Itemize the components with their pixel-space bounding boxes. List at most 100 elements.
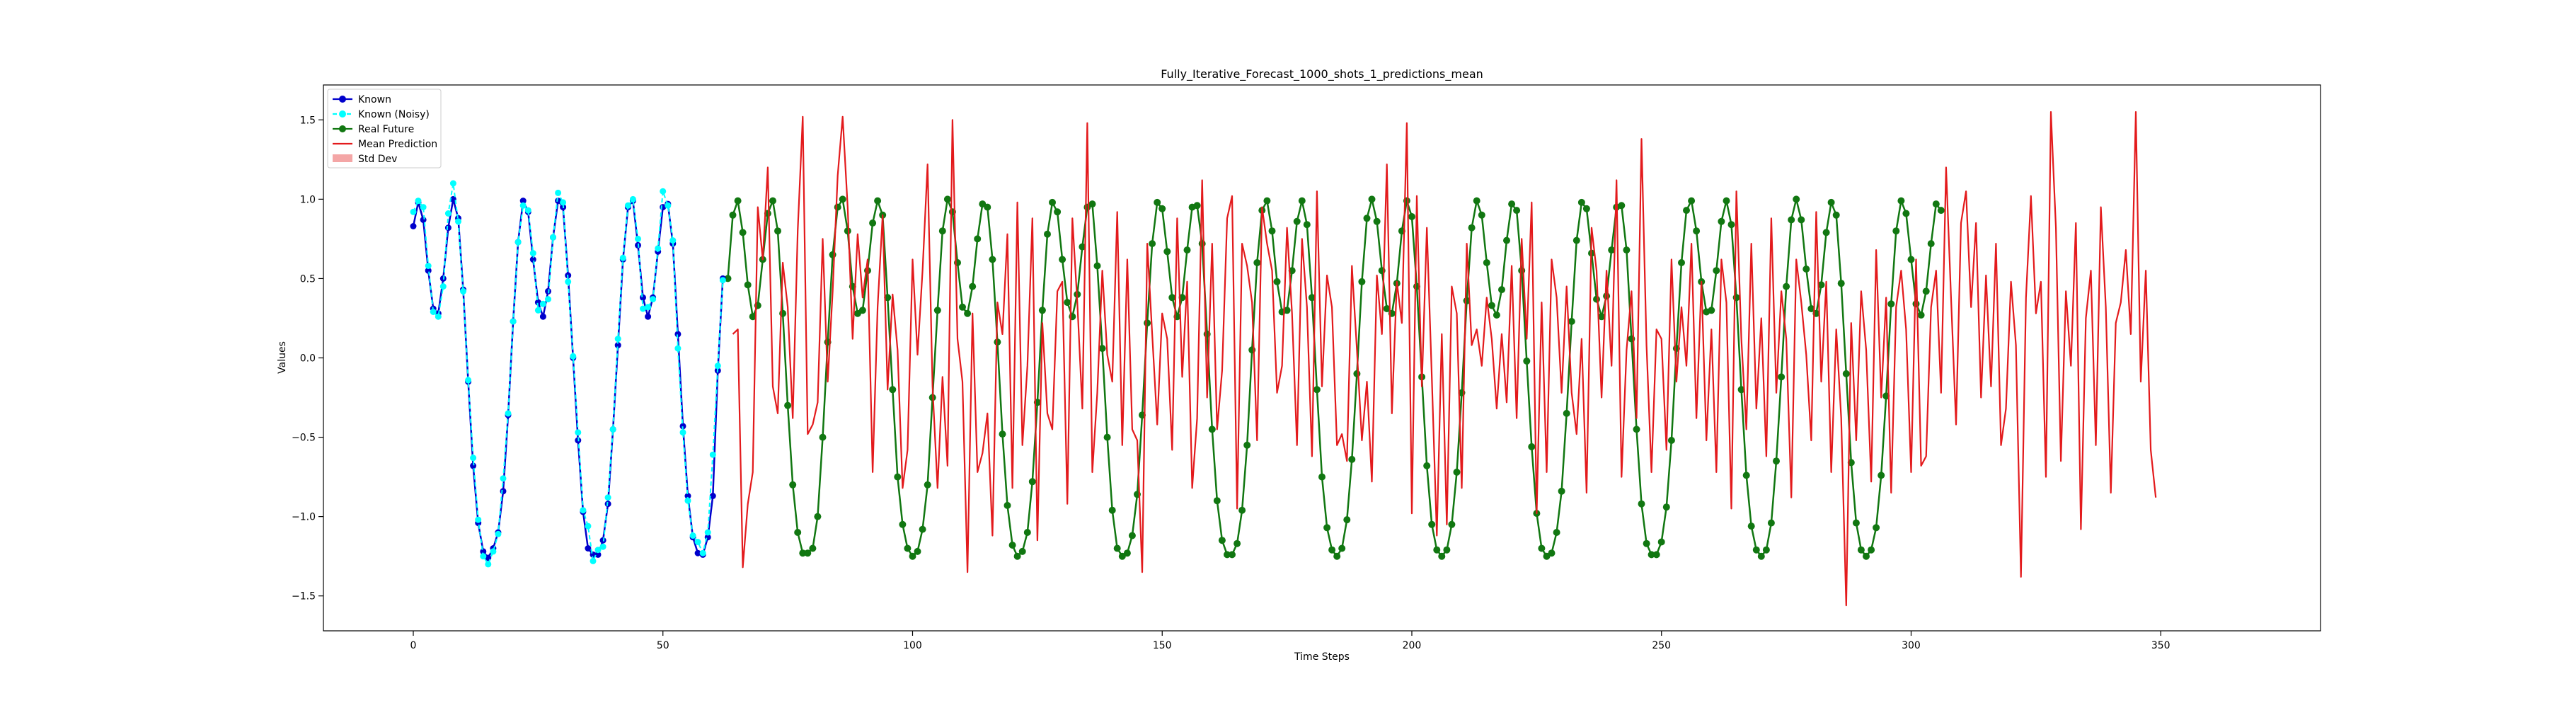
data-point-real-future-155	[1498, 286, 1505, 294]
data-point-known-noisy-39	[604, 494, 611, 501]
data-point-real-future-79	[1118, 552, 1126, 560]
legend-label-std-dev: Std Dev	[358, 154, 397, 165]
data-point-real-future-118	[1313, 386, 1321, 394]
data-point-known-29	[555, 198, 562, 205]
data-point-real-future-112	[1283, 307, 1291, 314]
data-point-real-future-49	[969, 282, 977, 290]
data-point-real-future-132	[1383, 305, 1391, 312]
legend-label-known: Known	[358, 94, 391, 105]
data-point-known-noisy-61	[714, 362, 721, 370]
data-point-known-55	[684, 493, 691, 499]
y-tick-label-1: −1.0	[292, 512, 316, 523]
data-point-real-future-32	[884, 294, 892, 302]
x-tick-label-0: 0	[410, 640, 417, 651]
data-point-real-future-238	[1912, 300, 1920, 308]
data-point-known-noisy-19	[505, 410, 512, 417]
data-point-real-future-40	[924, 481, 931, 489]
data-point-known-noisy-23	[524, 207, 531, 214]
data-point-real-future-149	[1468, 224, 1476, 232]
data-point-real-future-170	[1572, 236, 1580, 244]
data-point-real-future-61	[1028, 478, 1036, 486]
y-axis-ticks: −1.5 −1.0 −0.5 0.0 0.5 1.0 1.5	[292, 115, 323, 603]
data-point-real-future-58	[1013, 552, 1021, 560]
data-point-real-future-222	[1832, 211, 1840, 219]
data-point-known-noisy-10	[460, 287, 466, 295]
data-point-real-future-142	[1433, 546, 1441, 554]
legend-marker-known	[339, 96, 346, 103]
data-point-known-noisy-51	[665, 202, 672, 209]
data-point-real-future-57	[1008, 542, 1016, 549]
data-point-real-future-158	[1513, 207, 1521, 215]
data-point-real-future-129	[1368, 195, 1376, 203]
data-point-real-future-71	[1079, 243, 1086, 251]
data-point-known-noisy-42	[619, 254, 626, 261]
data-point-real-future-229	[1868, 546, 1875, 554]
data-point-known-noisy-18	[500, 475, 507, 482]
data-point-real-future-43	[938, 227, 946, 235]
data-point-real-future-117	[1308, 294, 1316, 302]
data-point-real-future-243	[1937, 207, 1945, 215]
data-point-real-future-12	[784, 401, 792, 409]
data-point-real-future-23	[839, 195, 846, 203]
legend-marker-real-future	[339, 125, 346, 132]
data-point-real-future-172	[1582, 205, 1590, 212]
data-point-real-future-125	[1348, 455, 1356, 463]
data-point-real-future-194	[1693, 227, 1701, 235]
y-tick-label-4: 0.5	[300, 273, 316, 285]
x-tick-label-6: 300	[1902, 640, 1921, 651]
data-point-known-noisy-55	[684, 497, 691, 504]
data-point-real-future-35	[899, 520, 907, 528]
data-point-real-future-75	[1098, 345, 1106, 353]
data-point-real-future-242	[1932, 200, 1940, 208]
data-point-known-noisy-48	[650, 296, 657, 303]
data-point-real-future-185	[1648, 551, 1655, 559]
data-point-real-future-223	[1837, 280, 1845, 287]
data-point-known-57	[694, 549, 701, 556]
data-point-real-future-144	[1443, 546, 1451, 554]
data-point-known-noisy-6	[439, 283, 447, 290]
data-point-real-future-211	[1778, 373, 1786, 381]
data-point-known-noisy-60	[709, 451, 716, 458]
data-point-real-future-126	[1353, 370, 1361, 377]
data-point-real-future-130	[1373, 217, 1381, 225]
data-point-real-future-198	[1713, 267, 1720, 275]
data-point-known-noisy-2	[420, 204, 427, 211]
data-point-real-future-206	[1752, 546, 1760, 554]
data-point-real-future-237	[1907, 256, 1915, 263]
data-point-real-future-163	[1538, 544, 1546, 552]
data-point-real-future-231	[1878, 472, 1885, 479]
chart-title: Fully_Iterative_Forecast_1000_shots_1_pr…	[1161, 67, 1483, 81]
y-tick-label-3: 0.0	[300, 353, 316, 365]
data-point-known-7	[444, 224, 452, 232]
x-axis-label: Time Steps	[1294, 651, 1350, 663]
data-point-real-future-122	[1333, 552, 1341, 560]
data-point-real-future-184	[1643, 539, 1650, 547]
data-point-real-future-191	[1678, 259, 1685, 266]
data-point-real-future-95	[1198, 240, 1206, 248]
data-point-real-future-235	[1897, 197, 1905, 205]
data-point-real-future-115	[1298, 197, 1306, 205]
data-point-real-future-197	[1708, 307, 1715, 314]
data-point-real-future-208	[1762, 546, 1770, 554]
data-point-real-future-86	[1154, 198, 1161, 206]
data-point-real-future-1	[729, 211, 737, 219]
data-point-known-noisy-29	[555, 189, 562, 196]
data-point-real-future-123	[1338, 544, 1346, 552]
data-point-real-future-220	[1822, 229, 1830, 236]
data-point-real-future-153	[1488, 302, 1495, 309]
data-point-real-future-179	[1618, 202, 1626, 210]
series-layer	[410, 111, 2157, 607]
data-point-real-future-187	[1657, 538, 1665, 546]
series-real-future	[724, 195, 1945, 560]
data-point-real-future-4	[744, 281, 752, 289]
data-point-real-future-92	[1183, 246, 1191, 254]
data-point-real-future-177	[1608, 246, 1616, 254]
y-tick-label-5: 1.0	[300, 194, 316, 205]
series-known	[410, 195, 726, 561]
data-point-real-future-65	[1049, 198, 1056, 206]
data-point-real-future-76	[1103, 433, 1111, 441]
data-point-known-noisy-1	[415, 198, 422, 205]
data-point-known-noisy-50	[660, 188, 667, 195]
data-point-real-future-150	[1473, 197, 1480, 205]
